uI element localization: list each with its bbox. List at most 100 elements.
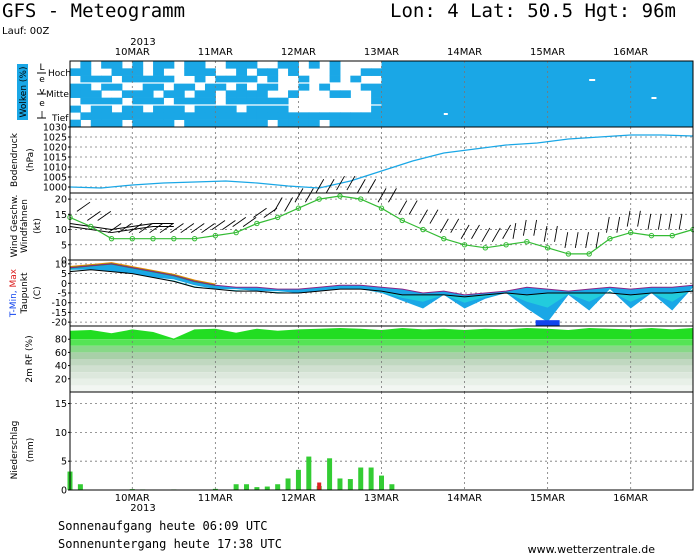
precip-bar	[358, 467, 364, 490]
cloud-cell	[236, 90, 248, 98]
temp-inner-band	[70, 269, 693, 308]
y-tick-label: -15	[51, 308, 67, 319]
cloud-cell	[80, 97, 92, 106]
date-label-top: 15MAR	[530, 47, 565, 58]
precip-bar	[379, 475, 384, 490]
wind-barb	[232, 217, 247, 227]
cloud-cell	[163, 75, 175, 84]
cloud-cell	[184, 61, 196, 69]
wind-barb	[398, 200, 408, 215]
precip-bar	[306, 456, 312, 490]
y-tick-label: -10	[51, 298, 67, 309]
humidity-band	[70, 372, 693, 379]
y-tick-label: 1030	[43, 123, 67, 134]
cloud-cell	[111, 112, 123, 120]
cloud-cell	[101, 61, 113, 69]
wind-point	[316, 196, 322, 202]
cloud-cell	[132, 112, 144, 120]
cloud-cell	[121, 75, 133, 84]
cloud-cell	[371, 112, 382, 120]
cloud-cell	[256, 105, 268, 113]
y-tick-label: 80	[55, 335, 67, 346]
cloud-cell	[319, 112, 331, 120]
cloud-cell	[267, 68, 279, 76]
wind-barb	[97, 210, 112, 221]
cloud-cell	[194, 105, 206, 113]
cloud-cell	[256, 68, 268, 76]
cloud-cell	[288, 112, 299, 120]
cloud-cell	[277, 112, 289, 120]
wind-point	[607, 235, 613, 242]
humidity-panel: 20 40 60 80 2m RF (%)	[25, 325, 694, 393]
wind-barb	[678, 213, 683, 230]
wind-point	[108, 235, 115, 242]
wind-point	[524, 239, 530, 245]
dewpoint-line	[69, 269, 694, 298]
cloud-cell	[142, 90, 154, 98]
pressure-line	[69, 134, 694, 189]
cloud-cell	[225, 119, 237, 128]
cloud-cell	[90, 90, 102, 98]
cloud-cell	[277, 105, 289, 113]
y-tick-label: 1015	[43, 153, 67, 164]
cloud-cell	[142, 112, 154, 120]
humidity-ylabel: 2m RF (%)	[25, 335, 35, 382]
cloud-cell	[173, 105, 185, 113]
cloud-cell	[101, 119, 113, 128]
y-tick-label: 15	[55, 210, 67, 221]
date-label-top: 10MAR	[115, 47, 150, 58]
wind-point	[420, 226, 426, 233]
cloud-cell	[173, 90, 185, 98]
cloud-cell	[153, 75, 164, 84]
temp-ylabel-max: Max	[9, 268, 19, 287]
cloud-cell	[236, 119, 248, 128]
sunrise-text: Sonnenaufgang heute 06:09 UTC	[58, 519, 268, 533]
y-tick-label: 1025	[43, 133, 67, 144]
cloud-cell	[153, 119, 164, 128]
wind-barb	[512, 222, 517, 239]
humidity-band	[70, 345, 693, 353]
wind-barb	[87, 210, 101, 221]
cloud-cell	[267, 75, 279, 84]
cloud-cell	[225, 105, 237, 113]
wind-ylabel2: Wind Geschw.	[10, 195, 20, 258]
cloud-cell	[173, 83, 185, 91]
wind-point	[544, 245, 551, 251]
wind-point	[171, 235, 177, 242]
temp-band	[70, 263, 693, 323]
cloud-cell	[360, 68, 372, 76]
cloud-label-box	[17, 64, 28, 120]
cloud-cell	[121, 90, 133, 98]
cloud-cell	[153, 105, 164, 113]
date-label-bottom: 14MAR	[447, 493, 482, 504]
cloud-cell	[329, 68, 341, 76]
wind-point	[399, 217, 405, 224]
date-labels-top: 10MAR 11MAR 12MAR 13MAR 14MAR 15MAR 16MAR	[115, 47, 649, 58]
precip-unit: (mm)	[26, 438, 36, 463]
year-bottom: 2013	[130, 503, 155, 514]
wind-point	[212, 232, 219, 239]
cloud-cell	[153, 83, 164, 91]
cloud-side-letter: e	[39, 75, 45, 85]
humidity-mask	[70, 326, 693, 340]
cloud-level-low: Tief	[51, 114, 69, 124]
wind-barb	[543, 225, 548, 242]
cloud-cell	[163, 90, 175, 98]
cloud-cell	[101, 83, 113, 91]
wind-barb	[585, 232, 589, 248]
y-tick-label: 15	[55, 399, 67, 410]
wind-point	[358, 196, 364, 202]
wind-barb	[190, 223, 205, 234]
cloud-cell	[256, 119, 268, 128]
wind-point	[586, 251, 592, 257]
pressure-ylabel: Bodendruck	[10, 132, 20, 187]
model-run: Lauf: 00Z	[2, 26, 49, 37]
y-tick-label: 1010	[43, 163, 67, 174]
date-label-bottom: 12MAR	[281, 493, 316, 504]
dewpoint-ylabel: Taupunkt	[20, 272, 30, 315]
cloud-cell	[215, 119, 227, 128]
cloud-cell	[277, 97, 289, 106]
wind-barb	[346, 175, 356, 191]
cloud-cell	[246, 61, 258, 69]
